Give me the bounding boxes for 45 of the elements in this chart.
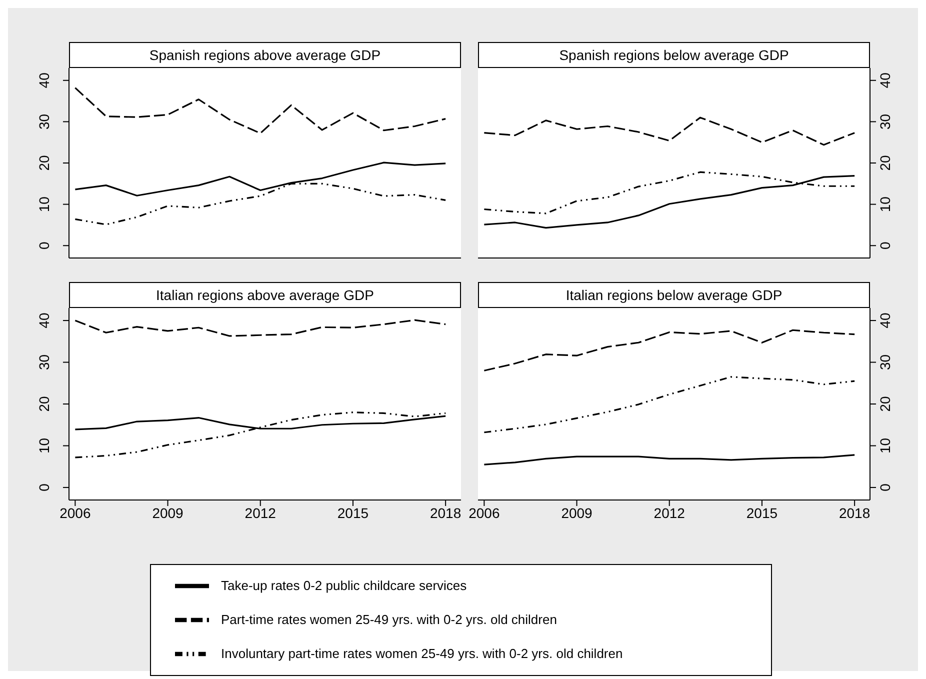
chart-title: Spanish regions below average GDP: [478, 42, 870, 68]
chart-title: Italian regions above average GDP: [69, 282, 461, 308]
line-series: [74, 319, 446, 337]
x-tick-label: 2009: [561, 504, 593, 521]
chart-title: Spanish regions above average GDP: [69, 42, 461, 68]
legend-label: Take-up rates 0-2 public childcare services: [221, 578, 467, 594]
y-tick-label: 30: [36, 354, 52, 370]
y-tick-label: 10: [877, 196, 893, 212]
y-tick-label: 40: [36, 312, 52, 328]
y-tick-label: 40: [36, 72, 52, 88]
y-tick-label: 0: [36, 242, 52, 250]
x-tick-label: 2015: [337, 504, 369, 521]
y-tick-label: 20: [877, 155, 893, 171]
line-series: [483, 116, 856, 146]
line-series: [74, 87, 446, 134]
y-tick-label: 0: [36, 483, 52, 492]
y-tick-label: 0: [877, 242, 893, 250]
x-tick-label: 2012: [654, 504, 686, 521]
y-tick-label: 40: [877, 312, 893, 328]
x-tick-label: 2006: [60, 504, 91, 521]
y-tick-label: 30: [36, 114, 52, 130]
y-tick-label: 10: [36, 438, 52, 454]
y-tick-label: 30: [877, 354, 893, 370]
line-series: [483, 454, 856, 466]
line-series: [483, 175, 856, 229]
y-tick-label: 40: [877, 72, 893, 88]
legend-label: Involuntary part-time rates women 25-49 yrs. with 0-2 yrs. old children: [221, 646, 623, 662]
x-tick-label: 2018: [838, 504, 870, 521]
y-tick-label: 20: [36, 155, 52, 171]
x-tick-label: 2012: [244, 504, 276, 521]
legend-label: Part-time rates women 25-49 yrs. with 0-2 yrs. old children: [221, 612, 557, 628]
x-tick-label: 2006: [468, 504, 500, 521]
y-tick-label: 20: [36, 396, 52, 412]
x-tick-label: 2009: [152, 504, 184, 521]
y-tick-label: 10: [877, 438, 893, 454]
y-tick-label: 20: [877, 396, 893, 412]
x-tick-label: 2018: [430, 504, 462, 521]
line-series: [483, 329, 856, 372]
y-tick-label: 0: [877, 483, 893, 492]
line-series: [74, 412, 446, 458]
line-series: [483, 376, 856, 434]
chart-title: Italian regions below average GDP: [478, 282, 870, 308]
y-tick-label: 30: [877, 114, 893, 130]
x-tick-label: 2015: [746, 504, 778, 521]
y-tick-label: 10: [36, 196, 52, 212]
